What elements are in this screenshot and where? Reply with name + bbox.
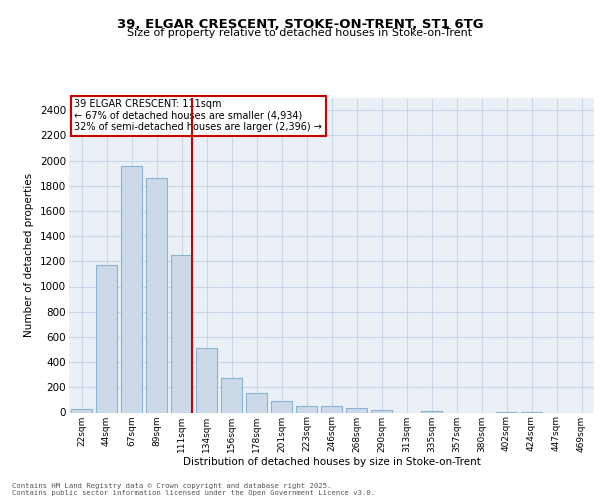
Bar [296, 406, 317, 412]
Text: Contains HM Land Registry data © Crown copyright and database right 2025.: Contains HM Land Registry data © Crown c… [12, 483, 331, 489]
Y-axis label: Number of detached properties: Number of detached properties [25, 173, 34, 337]
Text: Contains public sector information licensed under the Open Government Licence v3: Contains public sector information licen… [12, 490, 375, 496]
Bar [371, 410, 392, 412]
Bar [321, 406, 342, 412]
Bar [246, 393, 267, 412]
Text: 39 ELGAR CRESCENT: 111sqm
← 67% of detached houses are smaller (4,934)
32% of se: 39 ELGAR CRESCENT: 111sqm ← 67% of detac… [74, 99, 322, 132]
Text: Size of property relative to detached houses in Stoke-on-Trent: Size of property relative to detached ho… [127, 28, 473, 38]
Bar [271, 401, 292, 412]
Bar [421, 411, 442, 412]
Bar [96, 265, 117, 412]
X-axis label: Distribution of detached houses by size in Stoke-on-Trent: Distribution of detached houses by size … [182, 457, 481, 467]
Bar [71, 408, 92, 412]
Bar [171, 255, 192, 412]
Bar [346, 408, 367, 412]
Bar [196, 348, 217, 412]
Bar [121, 166, 142, 412]
Bar [146, 178, 167, 412]
Bar [221, 378, 242, 412]
Text: 39, ELGAR CRESCENT, STOKE-ON-TRENT, ST1 6TG: 39, ELGAR CRESCENT, STOKE-ON-TRENT, ST1 … [116, 18, 484, 30]
